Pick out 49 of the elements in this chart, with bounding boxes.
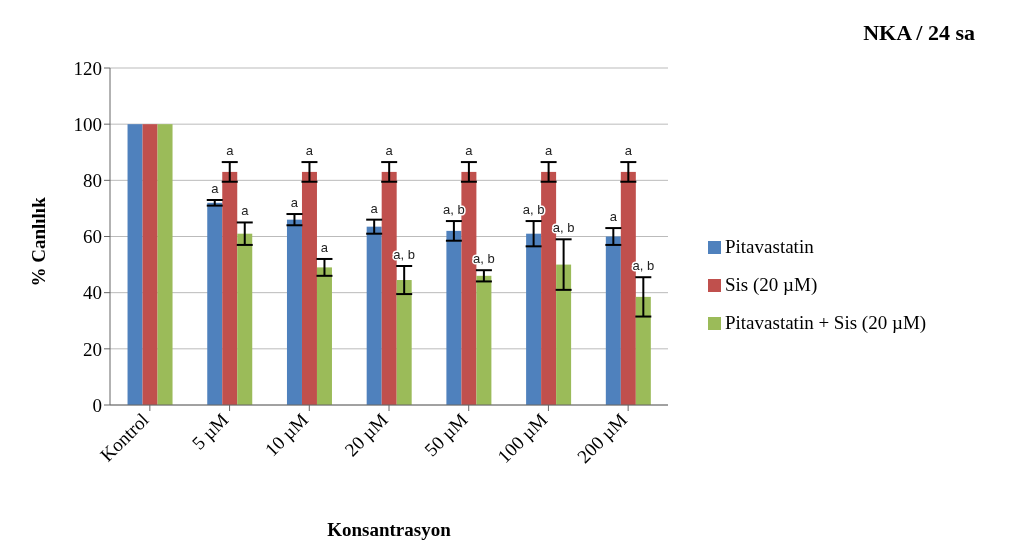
bar — [207, 202, 223, 405]
y-tick-label: 120 — [73, 57, 102, 79]
data-label: a — [385, 143, 394, 159]
data-label: a, b — [522, 202, 545, 218]
bar — [605, 236, 621, 405]
legend-label: Sis (20 µM) — [725, 274, 818, 296]
bar — [446, 230, 462, 405]
x-axis-title: Konsantrasyon — [327, 519, 452, 540]
data-label: a — [544, 143, 553, 159]
bar — [556, 264, 572, 405]
y-tick-label: 0 — [92, 394, 102, 416]
data-label: a — [465, 143, 474, 159]
bar — [127, 124, 143, 405]
x-tick-label: 5 µM — [187, 408, 233, 454]
data-label: a — [211, 180, 220, 196]
x-tick-label: 100 µM — [493, 408, 552, 468]
y-axis-title: % Canlılık — [27, 196, 49, 287]
x-tick-label: 20 µM — [340, 408, 392, 461]
bar — [366, 226, 382, 405]
bar — [635, 296, 651, 405]
y-tick-label: 40 — [83, 282, 102, 304]
y-tick-label: 100 — [73, 113, 102, 135]
y-tick-label: 20 — [83, 338, 102, 360]
legend-label: Pitavastatin — [725, 236, 814, 258]
bar — [476, 275, 492, 405]
bar — [316, 267, 332, 405]
bar — [142, 124, 158, 405]
data-label: a — [624, 143, 633, 159]
bar — [301, 171, 317, 405]
x-tick-label: 200 µM — [572, 408, 632, 468]
bar — [237, 233, 253, 405]
data-label: a — [241, 203, 250, 219]
data-label: a — [320, 239, 329, 255]
bar — [396, 280, 412, 405]
bar — [526, 233, 542, 405]
data-label: a — [305, 143, 314, 159]
y-tick-label: 60 — [83, 226, 102, 248]
bar — [222, 171, 238, 405]
x-tick-label: 50 µM — [420, 408, 472, 461]
text: NKA / 24 sa — [863, 20, 975, 46]
data-label: a — [609, 209, 618, 225]
y-tick-label: 80 — [83, 170, 102, 192]
data-label: a — [226, 143, 235, 159]
x-tick-label: 10 µM — [260, 408, 313, 461]
data-label: a — [290, 195, 299, 211]
bar — [286, 219, 302, 405]
bar — [157, 124, 173, 405]
legend-label: Pitavastatin + Sis (20 µM) — [725, 312, 927, 334]
data-label: a — [370, 200, 379, 216]
